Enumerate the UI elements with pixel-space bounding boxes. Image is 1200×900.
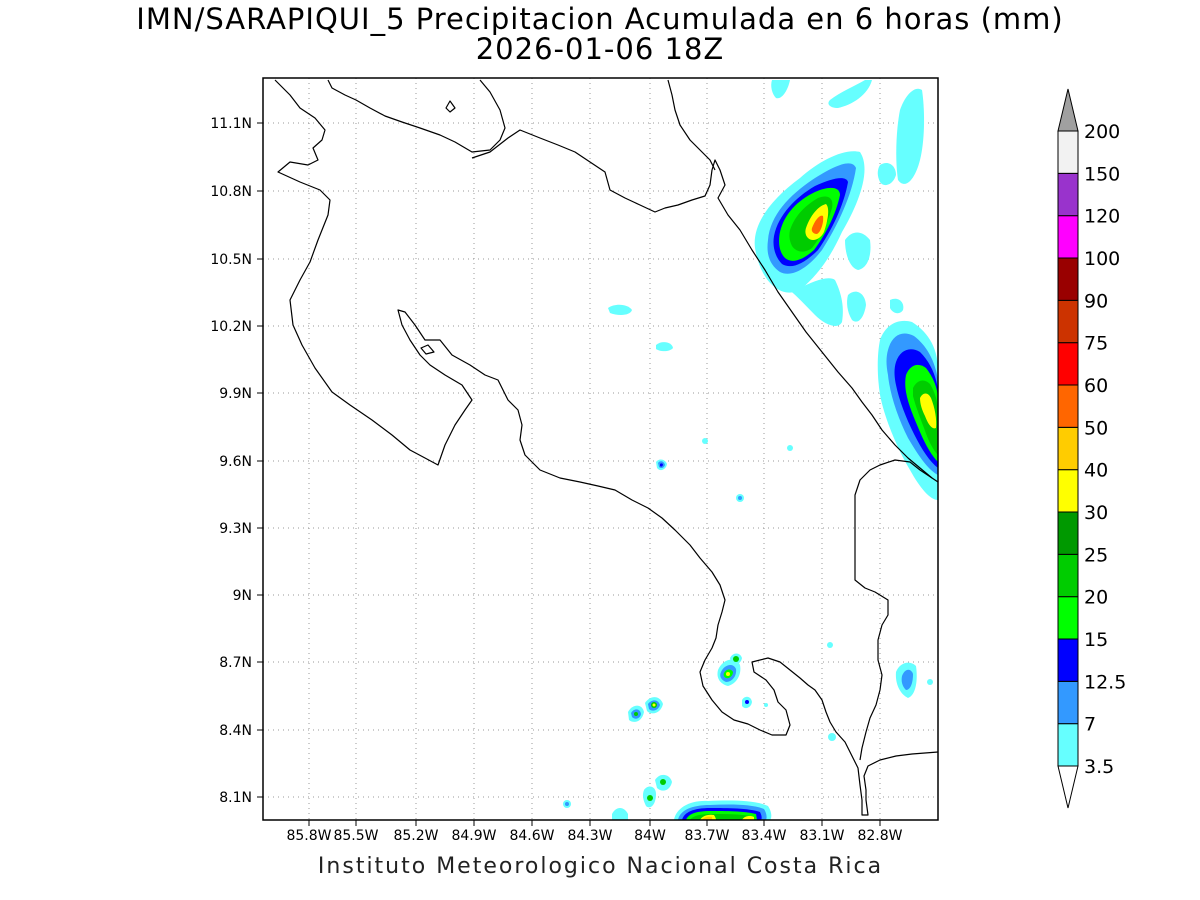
legend-swatch [1057, 426, 1079, 471]
legend-swatch [1057, 172, 1079, 217]
legend-label: 12.5 [1084, 671, 1126, 693]
legend-swatch [1057, 553, 1079, 598]
lat-tick-label: 9N [233, 588, 252, 604]
legend-swatch [1057, 342, 1079, 386]
lon-axis: 85.8W 85.5W 85.2W 84.9W 84.6W 84.3W 84W … [286, 828, 902, 844]
legend-swatch [1057, 384, 1079, 428]
legend-label: 60 [1084, 375, 1108, 397]
legend-swatch [1057, 723, 1079, 767]
lon-tick-label: 83.4W [741, 828, 786, 844]
lon-tick-label: 82.8W [857, 828, 902, 844]
map-valid-time: 2026-01-06 18Z [475, 32, 725, 66]
legend-swatch [1057, 469, 1079, 513]
lat-tick-label: 9.6N [219, 454, 252, 470]
legend-swatch [1057, 215, 1079, 259]
legend-label: 90 [1084, 290, 1108, 312]
lat-tick-label: 8.7N [219, 655, 252, 671]
legend-label: 7 [1084, 714, 1096, 736]
legend-swatch [1057, 299, 1079, 344]
lon-tick-label: 83.7W [684, 828, 729, 844]
lat-tick-label: 10.8N [210, 184, 252, 200]
legend-label: 75 [1084, 333, 1108, 355]
lat-tick-label: 10.5N [210, 252, 252, 268]
legend-label: 20 [1084, 587, 1108, 609]
legend-swatch [1057, 130, 1079, 174]
lat-tick-label: 9.3N [219, 521, 252, 537]
lon-tick-label: 84.9W [451, 828, 496, 844]
legend-swatch [1057, 680, 1079, 725]
legend-label: 30 [1084, 502, 1108, 524]
map-frame [262, 77, 939, 821]
lon-tick-label: 84.6W [509, 828, 554, 844]
lat-axis: 11.1N 10.8N 10.5N 10.2N 9.9N 9.6N 9.3N 9… [210, 116, 252, 806]
lat-tick-label: 8.4N [219, 723, 252, 739]
lon-tick-label: 85.2W [393, 828, 438, 844]
precipitation-field [563, 80, 938, 820]
map-title: IMN/SARAPIQUI_5 Precipitacion Acumulada … [136, 2, 1064, 36]
lon-tick-label: 84.3W [567, 828, 612, 844]
legend-label: 50 [1084, 417, 1108, 439]
lon-tick-label: 85.8W [286, 828, 331, 844]
lat-tick-label: 8.1N [219, 790, 252, 806]
color-legend: 3.5 7 12.5 15 20 25 30 40 50 60 75 90 100 120 150 200 [1057, 88, 1126, 809]
lon-tick-label: 83.1W [799, 828, 844, 844]
legend-swatch [1057, 638, 1079, 682]
legend-swatch [1057, 596, 1079, 640]
legend-label: 25 [1084, 544, 1108, 566]
legend-label: 150 [1084, 163, 1120, 185]
coastline [274, 79, 939, 816]
legend-label: 40 [1084, 460, 1108, 482]
lat-tick-label: 10.2N [210, 319, 252, 335]
lat-tick-label: 9.9N [219, 386, 252, 402]
footer-credit: Instituto Meteorologico Nacional Costa R… [317, 854, 884, 879]
legend-label: 100 [1084, 248, 1120, 270]
lat-tick-label: 11.1N [210, 116, 252, 132]
legend-swatch [1057, 511, 1079, 555]
legend-label: 120 [1084, 206, 1120, 228]
lon-tick-label: 85.5W [333, 828, 378, 844]
legend-label: 15 [1084, 629, 1108, 651]
legend-min-arrow [1057, 765, 1079, 809]
legend-swatch [1057, 257, 1079, 301]
map-grid [263, 78, 938, 820]
legend-label: 3.5 [1084, 756, 1114, 778]
lon-tick-label: 84W [634, 828, 666, 844]
legend-label: 200 [1084, 121, 1120, 143]
legend-max-arrow [1057, 88, 1079, 132]
